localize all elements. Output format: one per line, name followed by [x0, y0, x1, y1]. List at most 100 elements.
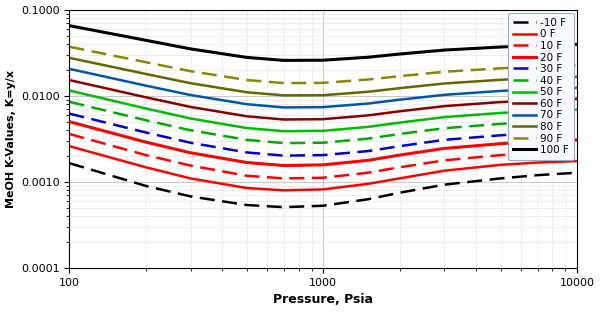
80 F — [497, 78, 504, 82]
100 F — [66, 24, 73, 27]
Line: -10 F: -10 F — [70, 163, 577, 207]
0 F — [280, 188, 287, 192]
100 F — [440, 48, 448, 52]
60 F — [534, 98, 541, 102]
90 F — [187, 69, 194, 73]
90 F — [364, 78, 371, 81]
60 F — [280, 118, 287, 121]
100 F — [280, 59, 287, 62]
Legend: -10 F, 0 F, 10 F, 20 F, 30 F, 40 F, 50 F, 60 F, 70 F, 80 F, 90 F, 100 F: -10 F, 0 F, 10 F, 20 F, 30 F, 40 F, 50 F… — [508, 13, 574, 160]
0 F — [320, 188, 327, 191]
Line: 50 F: 50 F — [70, 90, 577, 131]
50 F — [574, 108, 581, 111]
100 F — [320, 58, 327, 62]
50 F — [142, 107, 149, 110]
60 F — [440, 104, 448, 108]
20 F — [280, 164, 287, 168]
20 F — [396, 153, 403, 157]
0 F — [440, 169, 448, 173]
Y-axis label: MeOH K-Values, K=y/x: MeOH K-Values, K=y/x — [5, 70, 16, 208]
10 F — [66, 132, 73, 136]
50 F — [187, 117, 194, 120]
60 F — [364, 114, 371, 117]
60 F — [66, 78, 73, 82]
30 F — [280, 154, 287, 158]
Line: 0 F: 0 F — [70, 146, 577, 190]
70 F — [66, 67, 73, 71]
40 F — [364, 137, 371, 140]
10 F — [142, 153, 149, 157]
Line: 100 F: 100 F — [70, 26, 577, 61]
40 F — [187, 128, 194, 132]
20 F — [142, 140, 149, 144]
10 F — [320, 176, 327, 180]
60 F — [574, 97, 581, 101]
80 F — [574, 75, 581, 79]
60 F — [142, 95, 149, 99]
90 F — [142, 60, 149, 64]
70 F — [280, 105, 287, 109]
0 F — [497, 163, 504, 167]
X-axis label: Pressure, Psia: Pressure, Psia — [273, 294, 373, 306]
80 F — [364, 90, 371, 94]
-10 F — [243, 203, 250, 207]
-10 F — [497, 177, 504, 180]
70 F — [364, 102, 371, 105]
-10 F — [574, 171, 581, 175]
70 F — [187, 93, 194, 97]
40 F — [280, 141, 287, 145]
70 F — [497, 89, 504, 93]
60 F — [320, 117, 327, 121]
70 F — [142, 84, 149, 88]
-10 F — [66, 161, 73, 165]
Line: 60 F: 60 F — [70, 80, 577, 119]
40 F — [396, 132, 403, 136]
80 F — [280, 94, 287, 97]
90 F — [396, 74, 403, 78]
60 F — [396, 110, 403, 113]
0 F — [142, 165, 149, 169]
20 F — [534, 139, 541, 143]
20 F — [364, 158, 371, 162]
20 F — [320, 163, 327, 167]
-10 F — [187, 194, 194, 198]
100 F — [243, 56, 250, 59]
20 F — [440, 147, 448, 150]
0 F — [243, 186, 250, 190]
90 F — [320, 81, 327, 85]
90 F — [440, 70, 448, 74]
50 F — [364, 125, 371, 129]
30 F — [320, 153, 327, 157]
0 F — [364, 182, 371, 186]
50 F — [440, 115, 448, 119]
90 F — [574, 64, 581, 67]
20 F — [574, 138, 581, 142]
100 F — [534, 44, 541, 47]
10 F — [396, 165, 403, 169]
80 F — [320, 93, 327, 97]
Line: 40 F: 40 F — [70, 102, 577, 143]
70 F — [574, 86, 581, 90]
50 F — [66, 89, 73, 92]
Line: 20 F: 20 F — [70, 122, 577, 166]
Line: 70 F: 70 F — [70, 69, 577, 107]
50 F — [243, 126, 250, 130]
-10 F — [142, 184, 149, 188]
50 F — [534, 109, 541, 113]
0 F — [187, 177, 194, 180]
60 F — [497, 100, 504, 104]
30 F — [243, 151, 250, 154]
Line: 30 F: 30 F — [70, 114, 577, 156]
30 F — [142, 131, 149, 134]
10 F — [187, 164, 194, 168]
10 F — [440, 158, 448, 162]
80 F — [187, 81, 194, 85]
70 F — [534, 87, 541, 91]
80 F — [243, 90, 250, 94]
70 F — [396, 98, 403, 102]
40 F — [574, 119, 581, 122]
80 F — [142, 72, 149, 76]
10 F — [280, 177, 287, 180]
20 F — [243, 161, 250, 164]
0 F — [534, 161, 541, 164]
